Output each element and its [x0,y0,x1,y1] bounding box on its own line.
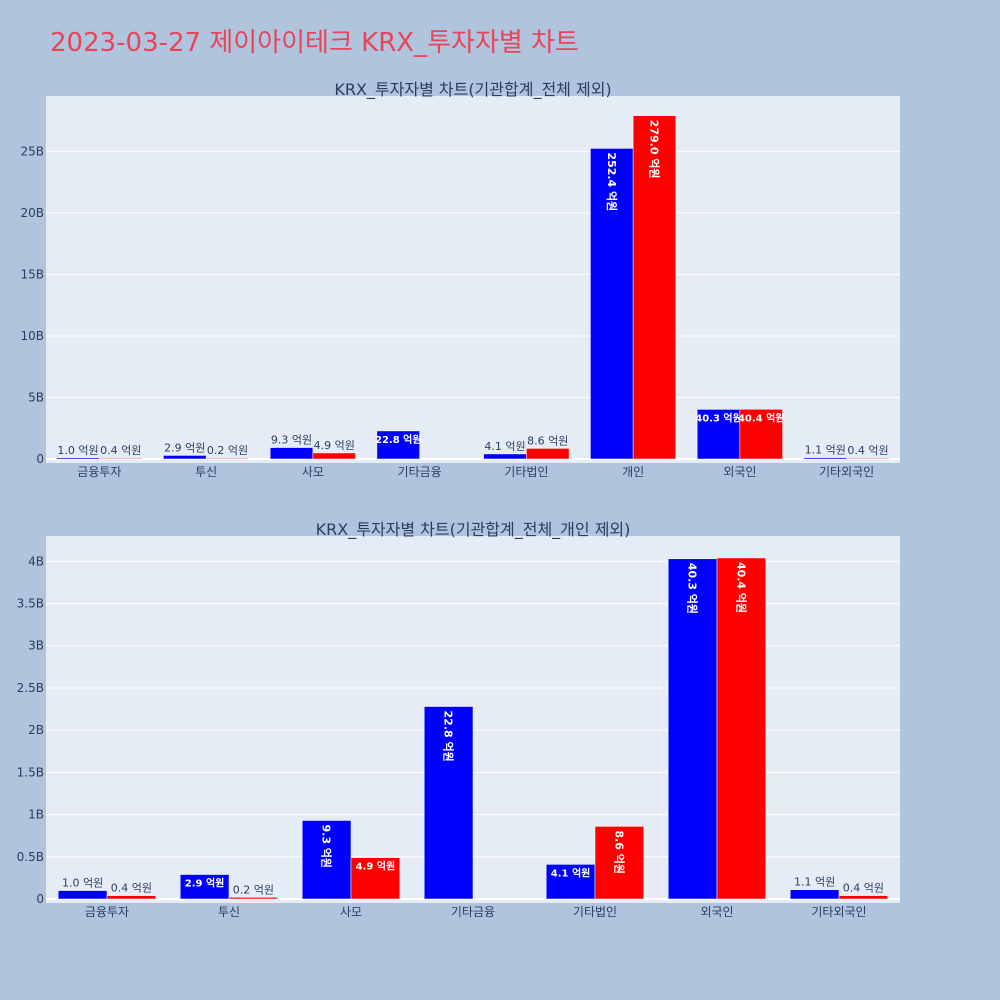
chart-bottom-data-label: 0.4 억원 [843,882,884,895]
chart-bottom-data-label: 4.1 억원 [551,866,591,879]
chart-top-bar [632,115,677,460]
chart-bottom-ytick-label: 0.5B [17,850,44,864]
chart-top-bar [846,457,890,460]
chart-top-data-label: 9.3 억원 [271,434,312,447]
chart-bottom-bar [716,557,767,900]
chart-top-bar [803,457,847,460]
chart-top-ytick-label: 0 [36,452,44,466]
chart-bottom-xtick-label: 기타금융 [451,905,495,919]
chart-top-bar [99,457,143,460]
chart-bottom-bar [594,826,645,900]
chart-top-ytick-label: 15B [20,267,44,281]
chart-bottom-bar [667,558,718,900]
chart-bottom-data-label: 0.2 억원 [233,883,274,896]
chart-top-xtick-label: 사모 [302,465,324,479]
chart-top-data-label: 0.4 억원 [100,444,141,457]
chart-top-bar [483,453,527,460]
chart-top-xtick-label: 금융투자 [77,465,121,479]
chart-bottom-data-label: 1.0 억원 [62,877,103,890]
chart-top-bar [376,430,420,460]
chart-bottom-ytick-label: 1.5B [17,765,44,779]
chart-top-bar [526,448,570,460]
chart-top-xtick-label: 개인 [622,465,644,479]
chart-bottom-bar [350,857,401,900]
chart-bottom-bar [179,874,230,900]
chart-bottom-ytick-label: 3.5B [17,597,44,611]
chart-top-bar [56,457,100,460]
chart-top-data-label: 1.0 억원 [57,444,98,457]
chart-top-data-label: 252.4 억원 [605,152,619,211]
chart-bottom-bar [228,897,279,900]
chart-bottom-ytick-label: 3B [28,639,44,653]
chart-top-xtick-label: 기타금융 [398,465,442,479]
chart-bottom-data-label: 0.4 억원 [111,882,152,895]
chart-top-bar [205,457,250,460]
page-title: 2023-03-27 제이아이테크 KRX_투자자별 차트 [50,28,579,58]
chart-bottom-bar [789,889,840,900]
chart-bottom-ytick-label: 2B [28,723,44,737]
chart-bottom-xtick-label: 기타외국인 [811,905,866,919]
chart-top-data-label: 4.9 억원 [314,439,355,452]
chart-bottom-data-label: 2.9 억원 [185,877,225,890]
chart-top-xtick-label: 투신 [195,465,217,479]
chart-top-data-label: 0.2 억원 [207,444,248,457]
chart-bottom-xtick-label: 외국인 [700,905,733,919]
chart-top-data-label: 40.3 억원 [695,411,742,424]
chart-top-ytick-label: 10B [20,329,44,343]
chart-bottom-title: KRX_투자자별 차트(기관합계_전체_개인 제외) [316,520,631,540]
chart-bottom: KRX_투자자별 차트(기관합계_전체_개인 제외) 0 0.5B 1B 1.5B 2B… [17,520,900,919]
chart-top-data-label: 4.1 억원 [484,440,525,453]
chart-top-bar [269,447,314,460]
chart-top-bar [163,455,207,460]
chart-bottom-bar [838,895,889,900]
chart-bottom-xtick-label: 금융투자 [85,905,129,919]
chart-bottom-xtick-label: 투신 [218,905,240,919]
chart-top: KRX_투자자별 차트(기관합계_전체 제외) 0 5B 10B 15B 20B 25B 금… [20,80,900,479]
chart-top-xtick-label: 기타외국인 [819,465,874,479]
chart-top-ytick-label: 25B [20,144,44,158]
chart-top-data-label: 0.4 억원 [847,444,888,457]
chart-top-data-label: 279.0 억원 [647,120,661,179]
chart-bottom-data-label: 22.8 억원 [442,711,456,762]
chart-bottom-ytick-label: 0 [36,892,44,906]
chart-top-ytick-label: 20B [20,206,44,220]
chart-top-data-label: 22.8 억원 [375,433,422,446]
chart-top-data-label: 40.4 억원 [738,411,785,424]
chart-top-bar [739,409,783,460]
chart-bottom-data-label: 9.3 억원 [320,824,334,868]
chart-bottom-ytick-label: 1B [28,808,44,822]
chart-bottom-data-label: 4.9 억원 [356,860,396,873]
chart-bottom-ytick-label: 2.5B [17,681,44,695]
chart-bottom-bar [545,864,596,900]
chart-top-ytick-label: 5B [28,390,44,404]
chart-top-plot-area [46,96,900,463]
chart-bottom-data-label: 1.1 억원 [794,876,835,889]
chart-bottom-data-label: 40.3 억원 [686,563,700,614]
chart-bottom-data-label: 40.4 억원 [734,562,748,613]
chart-bottom-xtick-label: 기타법인 [573,905,617,919]
chart-top-bar [590,148,634,460]
chart-top-bar [312,452,356,460]
chart-bottom-bar [57,890,108,900]
chart-bottom-ytick-label: 4B [28,554,44,568]
chart-bottom-bar [423,706,474,900]
chart-top-xtick-label: 외국인 [723,465,756,479]
chart-bottom-bar [106,895,157,900]
chart-bottom-bar [301,820,352,900]
chart-top-data-label: 8.6 억원 [527,434,568,447]
chart-bottom-xtick-label: 사모 [340,905,362,919]
chart-top-xtick-label: 기타법인 [504,465,548,479]
chart-top-title: KRX_투자자별 차트(기관합계_전체 제외) [334,80,611,100]
chart-bottom-data-label: 8.6 억원 [612,830,626,874]
chart-top-bar [696,409,741,460]
chart-top-data-label: 1.1 억원 [805,444,846,457]
chart-top-data-label: 2.9 억원 [164,441,205,454]
